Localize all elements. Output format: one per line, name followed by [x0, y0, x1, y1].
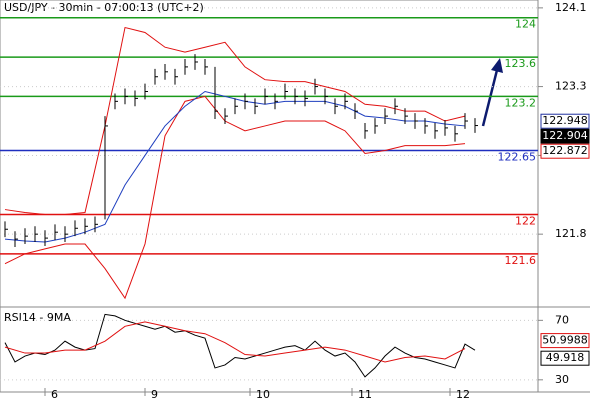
series-line — [4, 313, 476, 378]
chart-title: USD/JPY - 30min - 07:00:13 (UTC+2) — [4, 1, 204, 14]
price-label: 122.872 — [542, 144, 588, 157]
x-tick-label: 9 — [151, 388, 158, 400]
price-box — [540, 113, 590, 129]
frame — [0, 0, 539, 393]
value-box — [540, 333, 590, 349]
price-label: 122.948 — [542, 114, 588, 127]
price-label: 122.904 — [542, 129, 588, 142]
level-label: 122.65 — [498, 151, 537, 164]
y-tick-label: 30 — [555, 373, 569, 386]
x-tick-label: 12 — [456, 388, 470, 400]
series-line — [4, 321, 466, 363]
level-label: 123.6 — [505, 57, 537, 70]
x-tick-label: 6 — [51, 388, 58, 400]
y-tick-label: 123.3 — [555, 80, 587, 93]
arrow — [481, 69, 499, 127]
value-label: 50.9988 — [542, 334, 588, 347]
price-box — [540, 128, 590, 144]
y-tick-label: 121.8 — [555, 227, 587, 240]
y-tick-label: 124.1 — [555, 1, 587, 14]
series-line — [4, 95, 466, 300]
y-tick-label: 70 — [555, 313, 569, 326]
level-label: 121.6 — [505, 254, 537, 267]
level-label: 122 — [515, 214, 536, 227]
value-box — [540, 350, 590, 366]
x-tick-label: 10 — [256, 388, 270, 400]
level-label: 123.2 — [505, 96, 537, 109]
price-box — [540, 143, 590, 159]
arrow-head — [491, 58, 503, 73]
value-label: 49.918 — [546, 351, 585, 364]
level-label: 124 — [515, 18, 536, 31]
x-tick-label: 11 — [358, 388, 372, 400]
series-line — [4, 26, 466, 215]
rsi-title: RSI14 - 9MA — [4, 311, 71, 324]
